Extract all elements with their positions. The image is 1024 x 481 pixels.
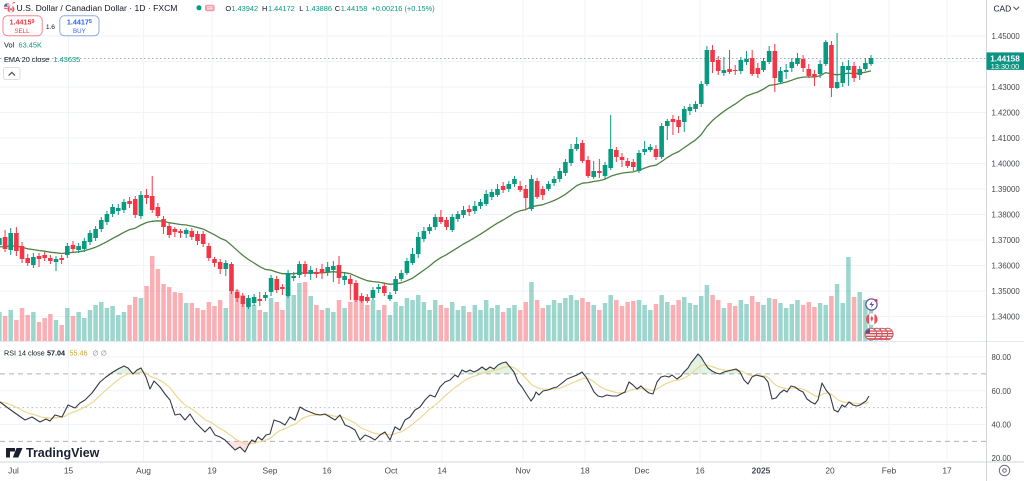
svg-text:1.43000: 1.43000	[992, 83, 1021, 92]
svg-text:SELL: SELL	[14, 28, 30, 35]
svg-text:O: O	[225, 4, 231, 13]
svg-text:1.6: 1.6	[46, 24, 55, 31]
svg-text:1.37000: 1.37000	[992, 236, 1021, 245]
svg-text:CAD: CAD	[994, 4, 1012, 14]
svg-text:1.35000: 1.35000	[992, 287, 1021, 296]
svg-text:Nov: Nov	[516, 466, 532, 476]
svg-text:1.36000: 1.36000	[992, 262, 1021, 271]
svg-text:1.44172: 1.44172	[268, 4, 295, 13]
svg-text:1.44158: 1.44158	[341, 4, 368, 13]
svg-text:RSI 14 close: RSI 14 close	[4, 349, 45, 358]
svg-text:1.42000: 1.42000	[992, 109, 1021, 118]
svg-text:13:30:00: 13:30:00	[991, 62, 1019, 71]
svg-text:TradingView: TradingView	[26, 446, 100, 460]
svg-text:Feb: Feb	[882, 466, 897, 476]
svg-text:18: 18	[580, 466, 590, 476]
svg-text:1.43635: 1.43635	[54, 55, 81, 64]
svg-text:1.45000: 1.45000	[992, 32, 1021, 41]
svg-text:1.34000: 1.34000	[992, 313, 1021, 322]
svg-text:1.44175: 1.44175	[67, 18, 92, 27]
svg-text:20: 20	[825, 466, 835, 476]
svg-text:Vol: Vol	[4, 41, 15, 50]
svg-text:1.43942: 1.43942	[231, 4, 258, 13]
svg-text:1.40000: 1.40000	[992, 160, 1021, 169]
svg-text:Aug: Aug	[136, 466, 151, 476]
svg-text:63.45K: 63.45K	[19, 41, 42, 50]
svg-text:C: C	[335, 4, 341, 13]
svg-text:80.00: 80.00	[992, 353, 1012, 362]
svg-text:1.41000: 1.41000	[992, 134, 1021, 143]
svg-text:Oct: Oct	[384, 466, 398, 476]
svg-text:57.04: 57.04	[47, 349, 65, 358]
svg-text:U.S. Dollar / Canadian Dollar: U.S. Dollar / Canadian Dollar · 1D · FXC…	[17, 3, 178, 13]
svg-text:∅ ∅: ∅ ∅	[93, 349, 108, 358]
svg-text:Sep: Sep	[263, 466, 278, 476]
svg-text:1.39000: 1.39000	[992, 185, 1021, 194]
svg-text:2025: 2025	[752, 466, 771, 476]
svg-text:15: 15	[64, 466, 74, 476]
svg-text:19: 19	[207, 466, 217, 476]
svg-text:40.00: 40.00	[992, 421, 1012, 430]
svg-text:20.00: 20.00	[992, 454, 1012, 463]
svg-text:1.44159: 1.44159	[10, 18, 35, 27]
svg-text:H: H	[262, 4, 267, 13]
svg-text:14: 14	[437, 466, 447, 476]
svg-text:L: L	[299, 4, 303, 13]
svg-text:16: 16	[695, 466, 705, 476]
svg-text:BUY: BUY	[73, 28, 86, 35]
svg-text:1.38000: 1.38000	[992, 211, 1021, 220]
svg-text:16: 16	[322, 466, 332, 476]
svg-text:Jul: Jul	[8, 466, 19, 476]
svg-text:1.43886: 1.43886	[305, 4, 332, 13]
svg-text:1.44158: 1.44158	[990, 54, 1020, 63]
svg-text:EMA 20 close: EMA 20 close	[4, 55, 49, 64]
svg-text:55.46: 55.46	[70, 349, 88, 358]
svg-text:Dec: Dec	[635, 466, 650, 476]
svg-text:+0.00216 (+0.15%): +0.00216 (+0.15%)	[371, 4, 434, 13]
svg-text:17: 17	[942, 466, 952, 476]
svg-text:60.00: 60.00	[992, 387, 1012, 396]
